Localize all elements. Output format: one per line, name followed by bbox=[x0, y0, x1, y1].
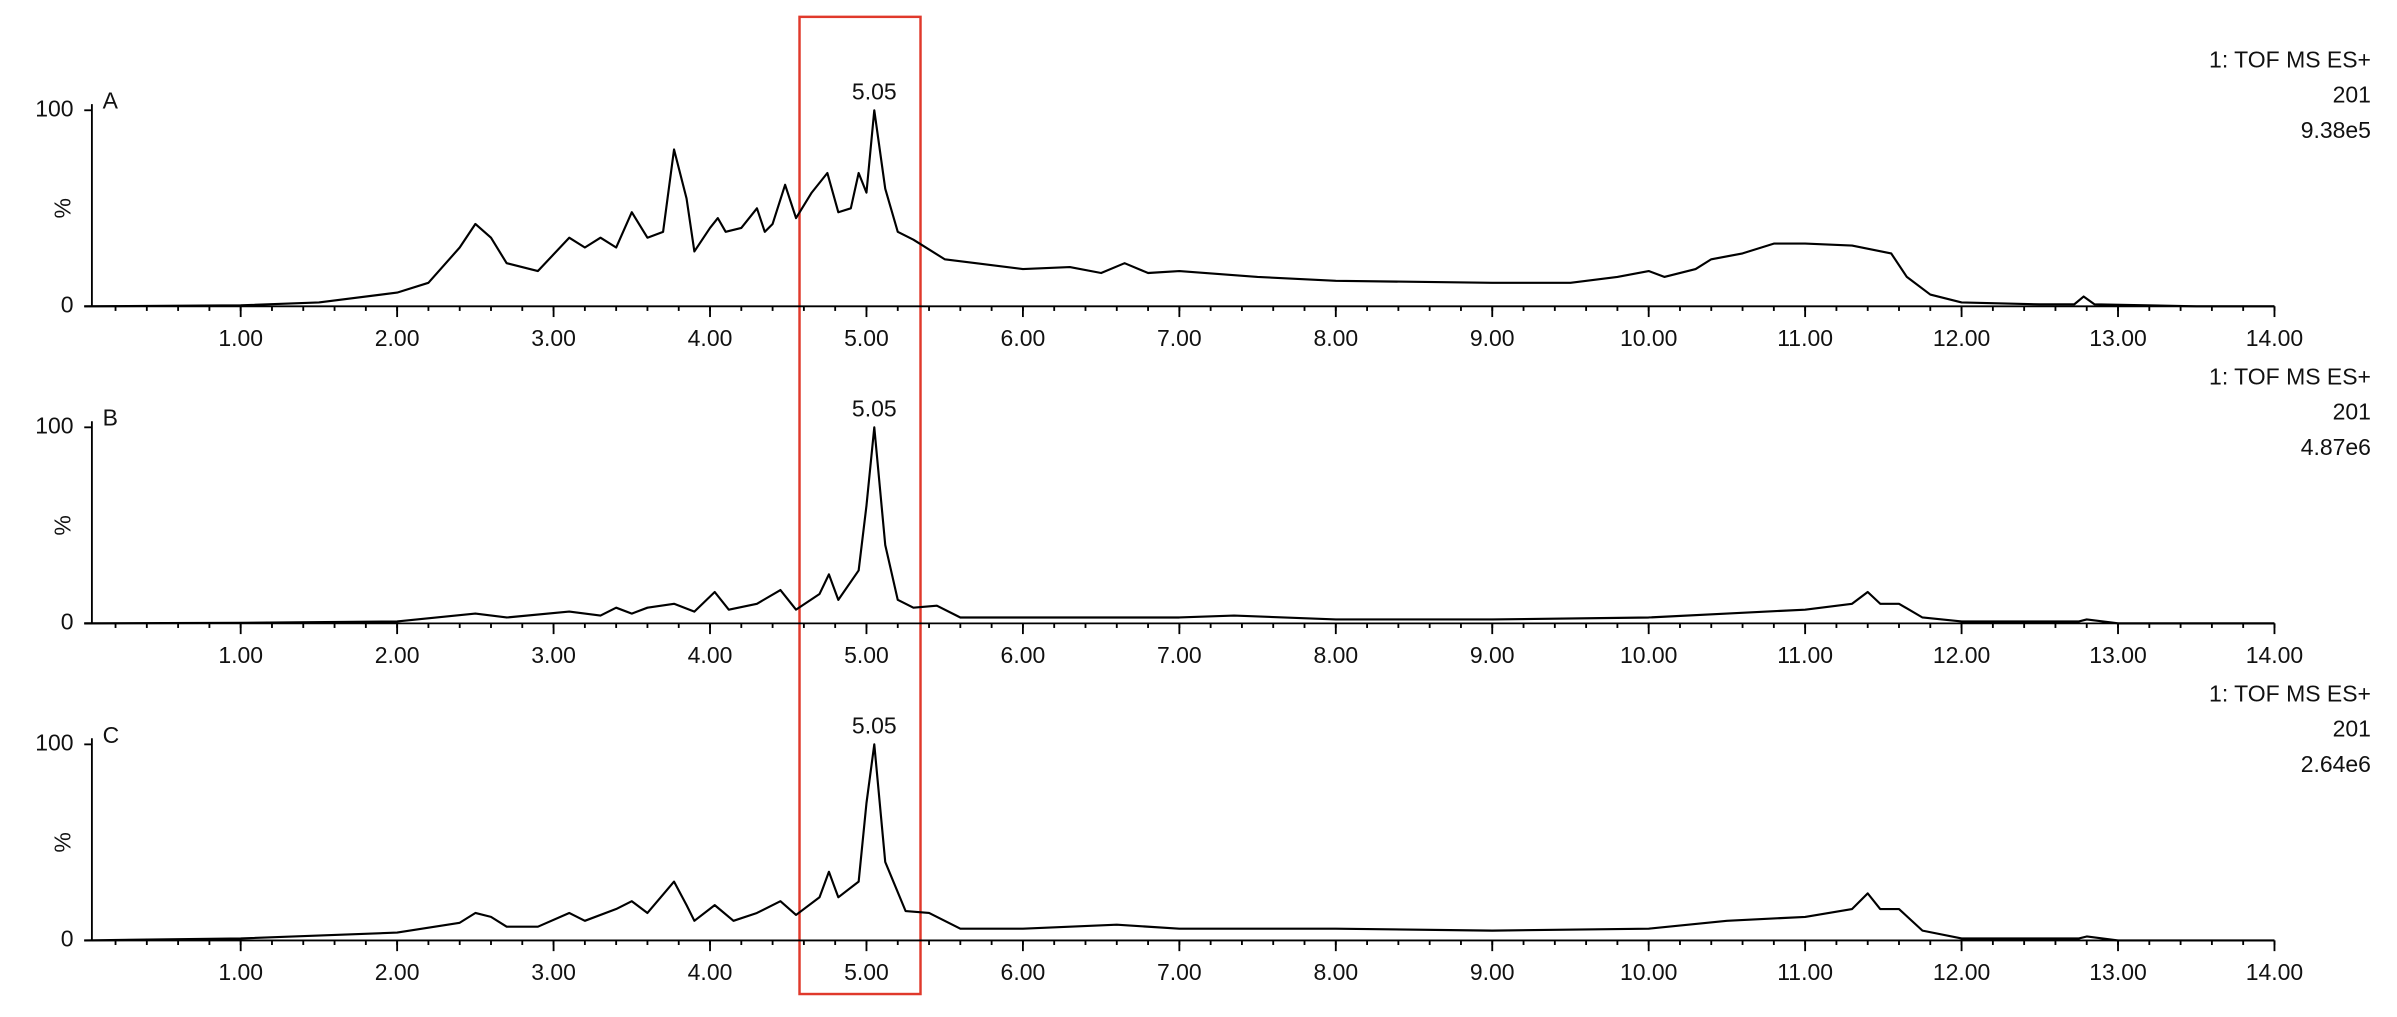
x-tick-label: 3.00 bbox=[531, 959, 576, 985]
panel-label: C bbox=[103, 722, 120, 748]
x-tick-label: 8.00 bbox=[1313, 325, 1358, 351]
x-tick-label: 12.00 bbox=[1933, 325, 1990, 351]
y-tick-label: 100 bbox=[35, 412, 73, 438]
peak-label: 5.05 bbox=[852, 78, 897, 104]
info-line: 201 bbox=[2333, 716, 2371, 742]
x-tick-label: 2.00 bbox=[375, 642, 420, 668]
info-line: 1: TOF MS ES+ bbox=[2209, 680, 2371, 706]
info-line: 201 bbox=[2333, 399, 2371, 425]
panel-label: B bbox=[103, 405, 118, 431]
x-tick-label: 2.00 bbox=[375, 959, 420, 985]
x-tick-label: 13.00 bbox=[2089, 642, 2146, 668]
x-tick-label: 14.00 bbox=[2246, 325, 2303, 351]
peak-label: 5.05 bbox=[852, 396, 897, 422]
x-tick-label: 9.00 bbox=[1470, 959, 1515, 985]
info-line: 1: TOF MS ES+ bbox=[2209, 46, 2371, 72]
x-tick-label: 14.00 bbox=[2246, 959, 2303, 985]
x-tick-label: 3.00 bbox=[531, 642, 576, 668]
highlight-box bbox=[798, 15, 922, 996]
y-tick-label: 100 bbox=[35, 95, 73, 121]
x-tick-label: 1.00 bbox=[218, 642, 263, 668]
x-tick-label: 13.00 bbox=[2089, 959, 2146, 985]
x-tick-label: 5.00 bbox=[844, 959, 889, 985]
x-tick-label: 12.00 bbox=[1933, 959, 1990, 985]
x-tick-label: 4.00 bbox=[688, 325, 733, 351]
y-axis-label: % bbox=[49, 832, 75, 852]
x-tick-label: 4.00 bbox=[688, 642, 733, 668]
x-tick-label: 1.00 bbox=[218, 325, 263, 351]
x-tick-label: 13.00 bbox=[2089, 325, 2146, 351]
x-tick-label: 1.00 bbox=[218, 959, 263, 985]
x-tick-label: 5.00 bbox=[844, 325, 889, 351]
y-tick-label: 0 bbox=[61, 608, 74, 634]
y-tick-label: 0 bbox=[61, 925, 74, 951]
x-tick-label: 7.00 bbox=[1157, 642, 1202, 668]
info-line: 2.64e6 bbox=[2301, 751, 2371, 777]
x-tick-label: 5.00 bbox=[844, 642, 889, 668]
x-tick-label: 7.00 bbox=[1157, 959, 1202, 985]
x-tick-label: 10.00 bbox=[1620, 959, 1677, 985]
peak-label: 5.05 bbox=[852, 713, 897, 739]
info-line: 9.38e5 bbox=[2301, 117, 2371, 143]
y-axis-label: % bbox=[49, 515, 75, 535]
x-tick-label: 11.00 bbox=[1777, 959, 1833, 985]
x-tick-label: 8.00 bbox=[1313, 959, 1358, 985]
x-tick-label: 10.00 bbox=[1620, 325, 1677, 351]
x-tick-label: 4.00 bbox=[688, 959, 733, 985]
info-line: 201 bbox=[2333, 82, 2371, 108]
trace-line bbox=[84, 426, 2275, 625]
x-tick-label: 10.00 bbox=[1620, 642, 1677, 668]
x-tick-label: 8.00 bbox=[1313, 642, 1358, 668]
trace-line bbox=[84, 743, 2275, 942]
x-tick-label: 14.00 bbox=[2246, 642, 2303, 668]
x-tick-label: 2.00 bbox=[375, 325, 420, 351]
x-tick-label: 6.00 bbox=[1001, 325, 1046, 351]
y-tick-label: 0 bbox=[61, 291, 74, 317]
x-tick-label: 6.00 bbox=[1001, 642, 1046, 668]
x-tick-label: 11.00 bbox=[1777, 325, 1833, 351]
info-line: 4.87e6 bbox=[2301, 434, 2371, 460]
x-tick-label: 12.00 bbox=[1933, 642, 1990, 668]
y-tick-label: 100 bbox=[35, 729, 73, 755]
x-tick-label: 6.00 bbox=[1001, 959, 1046, 985]
x-tick-label: 11.00 bbox=[1777, 642, 1833, 668]
x-tick-label: 3.00 bbox=[531, 325, 576, 351]
y-axis-label: % bbox=[49, 198, 75, 218]
x-tick-label: 9.00 bbox=[1470, 642, 1515, 668]
panel-label: A bbox=[103, 88, 119, 114]
x-tick-label: 9.00 bbox=[1470, 325, 1515, 351]
trace-line bbox=[84, 109, 2275, 308]
x-tick-label: 7.00 bbox=[1157, 325, 1202, 351]
info-line: 1: TOF MS ES+ bbox=[2209, 363, 2371, 389]
